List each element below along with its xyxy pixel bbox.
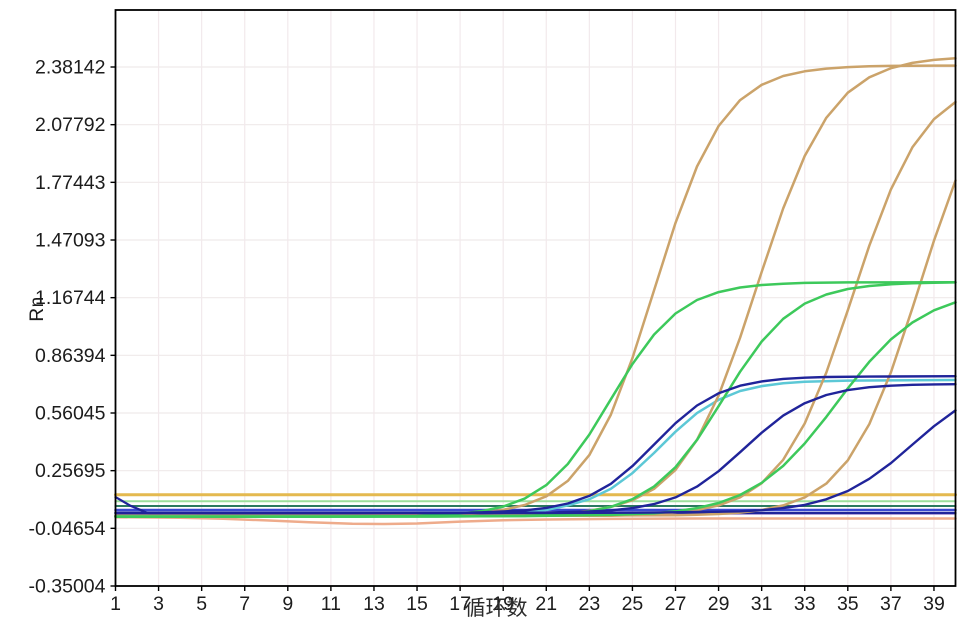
x-tick-label: 31 <box>751 593 773 615</box>
series-line-sample-green-3 <box>114 301 957 518</box>
y-tick-label: -0.04654 <box>29 518 106 540</box>
series-line-sample-navy-3 <box>114 409 957 515</box>
x-tick-label: 23 <box>578 593 600 615</box>
y-tick-label: 1.77443 <box>35 172 106 194</box>
series-line-sample-tan-3 <box>114 100 957 517</box>
x-tick-label: 37 <box>880 593 902 615</box>
y-axis-title: Rn <box>27 296 48 322</box>
x-tick-label: 5 <box>196 593 207 615</box>
x-tick-label: 39 <box>923 593 945 615</box>
x-tick-label: 25 <box>622 593 644 615</box>
x-tick-label: 27 <box>665 593 687 615</box>
x-tick-label: 17 <box>449 593 471 615</box>
series-line-sample-tan-1 <box>114 64 957 517</box>
x-axis-title: 循环数 <box>464 597 528 620</box>
y-tick-label: 1.47093 <box>35 230 106 252</box>
y-tick-label: 1.16744 <box>35 287 106 309</box>
y-tick-label: 2.38142 <box>35 57 106 79</box>
x-tick-label: 9 <box>282 593 293 615</box>
x-tick-label: 15 <box>406 593 428 615</box>
y-tick-label: 0.86394 <box>35 345 106 367</box>
x-tick-label: 3 <box>153 593 164 615</box>
x-tick-label: 29 <box>708 593 730 615</box>
x-tick-label: 11 <box>321 593 341 615</box>
y-tick-label: -0.35004 <box>29 576 106 598</box>
x-tick-label: 1 <box>110 593 121 615</box>
y-tick-label: 0.56045 <box>35 403 106 425</box>
y-tick-label: 2.07792 <box>35 114 106 136</box>
x-tick-label: 19 <box>492 593 514 615</box>
y-tick-label: 0.25695 <box>35 460 106 482</box>
x-tick-label: 21 <box>535 593 557 615</box>
x-tick-label: 7 <box>239 593 250 615</box>
series-line-sample-tan-4 <box>114 179 957 517</box>
x-tick-label: 13 <box>363 593 385 615</box>
x-tick-label: 35 <box>837 593 859 615</box>
series-line-sample-tan-2 <box>114 56 957 517</box>
x-tick-label: 33 <box>794 593 816 615</box>
series-line-baseline-salmon-dip <box>114 515 957 526</box>
